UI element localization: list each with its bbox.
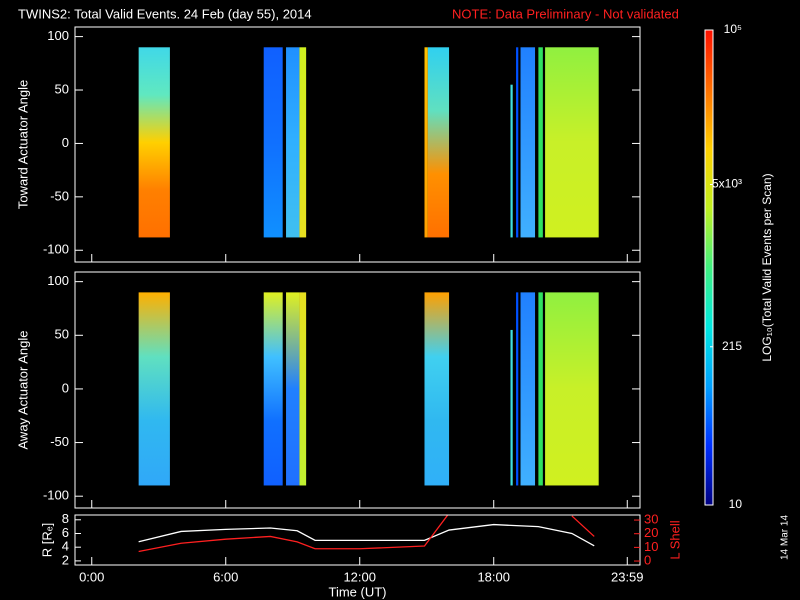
y-tick-label: 100 xyxy=(47,273,69,288)
y2-tick-label: 10 xyxy=(644,539,658,554)
y-tick-label: 50 xyxy=(55,327,69,342)
data-line xyxy=(138,523,595,547)
spectrogram-strip xyxy=(427,47,450,238)
spectrogram-strip xyxy=(424,47,428,238)
spectrogram-strip xyxy=(516,292,519,486)
plot-frame xyxy=(74,26,641,263)
spectrogram-strip xyxy=(424,292,450,486)
spectrogram-strip xyxy=(545,47,599,238)
y2-tick-label: 30 xyxy=(644,511,658,526)
y-tick-label: -50 xyxy=(50,434,69,449)
y-tick-label: -100 xyxy=(43,242,69,257)
spectrogram-strip xyxy=(286,292,300,486)
spectrogram-strip xyxy=(286,47,300,238)
y-tick-label: 100 xyxy=(47,28,69,43)
data-line xyxy=(138,515,595,553)
y-axis-label: Away Actuator Angle xyxy=(15,330,30,449)
y2-tick-label: 0 xyxy=(644,552,651,567)
y-tick-label: -100 xyxy=(43,488,69,503)
y-tick-label: 0 xyxy=(62,380,69,395)
spectrogram-strip xyxy=(263,47,283,238)
colorbar xyxy=(704,29,714,506)
x-axis-label: Time (UT) xyxy=(328,584,386,599)
y2-tick-label: 20 xyxy=(644,525,658,540)
spectrogram-strip xyxy=(520,47,536,238)
x-tick-label: 6:00 xyxy=(213,569,238,584)
plot-frame xyxy=(74,271,641,509)
spectrogram-strip xyxy=(510,84,513,238)
spectrogram-strip xyxy=(516,47,519,238)
y-tick-label: -50 xyxy=(50,188,69,203)
y-axis-label: Toward Actuator Angle xyxy=(15,80,30,209)
y-tick-label: 50 xyxy=(55,81,69,96)
y-tick-label: 4 xyxy=(62,539,69,554)
colorbar-tick-label: 10⁵ xyxy=(724,22,742,36)
colorbar-label: LOG₁₀(Total Valid Events per Scan) xyxy=(760,173,774,361)
y-tick-label: 6 xyxy=(62,525,69,540)
spectrogram-strip xyxy=(545,292,599,486)
y-axis-label: R [Rₑ] xyxy=(39,523,54,557)
y-tick-label: 8 xyxy=(62,511,69,526)
spectrogram-strip xyxy=(138,47,170,238)
x-tick-label: 23:59 xyxy=(611,569,644,584)
x-tick-label: 12:00 xyxy=(343,569,376,584)
plot-frame xyxy=(74,514,641,566)
x-tick-label: 0:00 xyxy=(79,569,104,584)
colorbar-tick-label: 215 xyxy=(722,339,742,353)
colorbar-tick-label: 5x10³ xyxy=(712,177,742,191)
spectrogram-strip xyxy=(138,292,170,486)
y-tick-label: 0 xyxy=(62,135,69,150)
spectrogram-strip xyxy=(538,292,543,486)
spectrogram-strip xyxy=(299,47,307,238)
note: NOTE: Data Preliminary - Not validated xyxy=(452,6,679,21)
spectrogram-strip xyxy=(510,329,513,486)
colorbar-tick-label: 10 xyxy=(729,497,743,511)
spectrogram-strip xyxy=(299,292,307,486)
x-tick-label: 18:00 xyxy=(477,569,510,584)
spectrogram-strip xyxy=(263,292,283,486)
y2-axis-label: L Shell xyxy=(667,520,682,559)
date-stamp: 14 Mar 14 xyxy=(780,515,791,560)
chart-title: TWINS2: Total Valid Events. 24 Feb (day … xyxy=(18,6,312,21)
spectrogram-strip xyxy=(520,292,536,486)
spectrogram-strip xyxy=(538,47,543,238)
y-tick-label: 2 xyxy=(62,552,69,567)
